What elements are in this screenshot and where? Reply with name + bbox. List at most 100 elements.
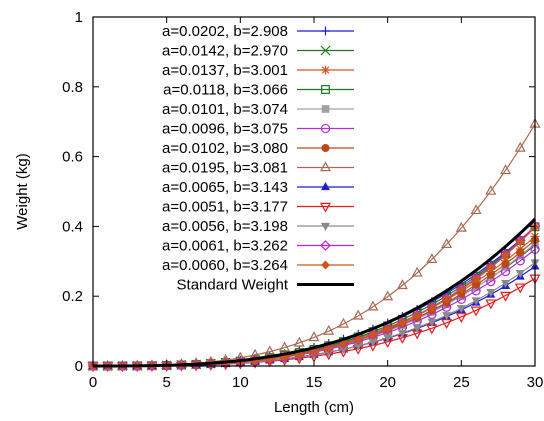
x-tick-label: 10 [232,374,249,391]
data-point [516,248,525,257]
legend-marker [321,85,330,94]
data-point [412,311,422,321]
data-point [501,259,510,269]
data-point [441,238,453,249]
data-point [324,343,334,353]
data-point [279,341,291,352]
data-point [514,283,526,294]
data-point [500,164,512,175]
data-point [353,335,363,345]
data-point [368,338,378,347]
data-point [501,250,511,260]
data-point [353,342,363,351]
data-point [514,141,526,152]
legend-marker [321,182,330,191]
legend-entry: Standard Weight [177,277,354,294]
data-point [486,263,496,273]
y-axis-label: Weight (kg) [14,153,31,229]
x-tick-label: 30 [527,374,544,391]
legend-entry: a=0.0195, b=3.081 [162,160,354,177]
y-tick-label: 0 [75,358,83,375]
legend-label: a=0.0096, b=3.075 [162,121,288,138]
data-point [485,299,497,310]
data-point [455,313,467,324]
x-tick-label: 25 [453,374,470,391]
data-point [486,288,496,298]
legend-label: a=0.0101, b=3.074 [162,101,288,118]
legend-marker [321,65,330,75]
y-tick-label: 1 [75,9,83,26]
legend-marker [321,260,330,270]
data-point [470,204,482,215]
data-point [457,289,466,299]
legend-marker [319,202,332,213]
legend-marker [321,26,330,36]
data-point [456,305,466,314]
data-point [426,253,438,264]
legend-label: a=0.0102, b=3.080 [162,140,288,157]
data-point [382,290,394,301]
legend-label: a=0.0060, b=3.264 [162,257,288,274]
data-point [471,297,481,306]
data-point [442,312,452,321]
data-point [396,279,408,290]
legend-entry: a=0.0142, b=2.970 [162,43,354,60]
x-axis-label: Length (cm) [274,399,354,416]
x-tick-label: 5 [162,374,170,391]
y-tick-label: 0.4 [62,218,83,235]
x-tick-label: 15 [306,374,323,391]
y-tick-label: 0.2 [62,288,83,305]
legend-marker [321,143,330,153]
x-tick-label: 20 [379,374,396,391]
data-point [472,280,481,289]
legend-entry: a=0.0202, b=2.908 [162,23,354,40]
legend-label: a=0.0195, b=3.081 [162,160,288,177]
data-point [367,300,379,311]
y-tick-label: 0.8 [62,79,83,96]
legend-marker [320,123,331,134]
data-point [338,346,348,355]
legend: a=0.0202, b=2.908 a=0.0142, b=2.970 a=0.01… [162,23,354,294]
legend-label: Standard Weight [177,277,289,294]
data-point [501,279,511,288]
legend-entry: a=0.0065, b=3.143 [162,179,354,196]
legend-label: a=0.0061, b=3.262 [162,238,288,255]
data-point [442,294,452,304]
legend-entry: a=0.0056, b=3.198 [162,218,354,235]
legend-marker [321,105,330,113]
data-point [456,284,466,294]
legend-entry: a=0.0137, b=3.001 [162,62,354,79]
legend-entry: a=0.0060, b=3.264 [162,257,354,274]
data-point [427,303,437,313]
data-point [337,317,349,328]
data-point [470,306,482,317]
data-point [485,184,497,195]
legend-entry: a=0.0102, b=3.080 [162,140,354,157]
legend-entry: a=0.0061, b=3.262 [162,238,354,255]
data-point [308,331,320,342]
x-tick-label: 0 [89,374,97,391]
legend-label: a=0.0118, b=3.066 [163,82,288,99]
data-point [455,221,467,232]
legend-label: a=0.0202, b=2.908 [162,23,288,40]
legend-entry: a=0.0101, b=3.074 [162,101,354,118]
data-point [293,336,305,347]
legend-marker [320,45,331,56]
legend-marker [321,222,330,231]
data-point [338,339,348,349]
y-tick-label: 0.6 [62,149,83,166]
legend-label: a=0.0056, b=3.198 [162,218,288,235]
legend-label: a=0.0051, b=3.177 [162,199,288,216]
data-point [397,318,407,328]
data-point [352,309,364,320]
data-point [368,330,378,340]
legend-label: a=0.0065, b=3.143 [162,179,288,196]
data-point [500,291,512,302]
data-point [411,266,423,277]
legend-label: a=0.0137, b=3.001 [162,62,288,79]
data-point [412,324,422,333]
legend-marker [319,161,332,172]
legend-entry: a=0.0096, b=3.075 [162,121,354,138]
ticks-layer: 0 5 10 15 20 25 30 0 0.2 0.4 0.6 0.8 1 [62,9,543,391]
